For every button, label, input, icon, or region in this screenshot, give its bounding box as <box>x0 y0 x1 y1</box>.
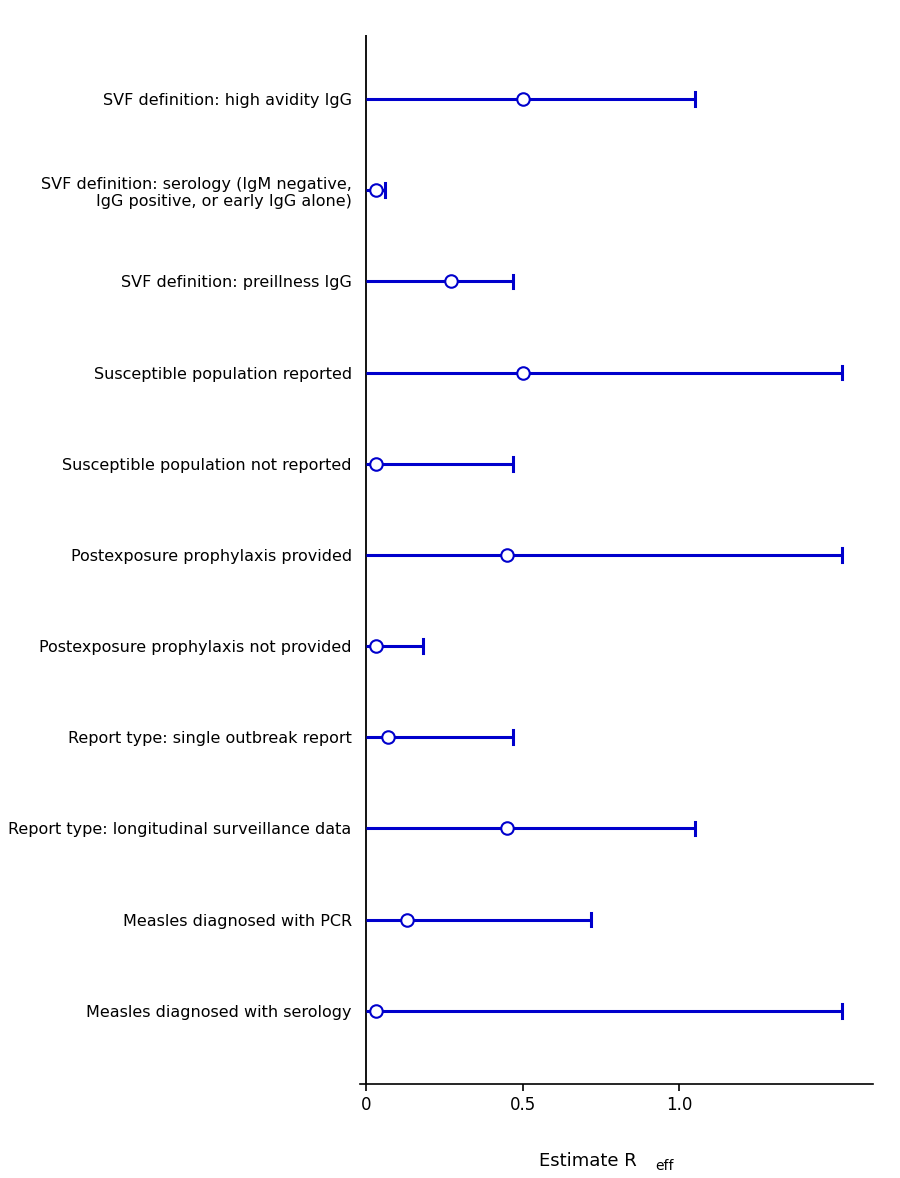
Text: Estimate R: Estimate R <box>539 1152 637 1170</box>
Text: eff: eff <box>655 1159 673 1173</box>
